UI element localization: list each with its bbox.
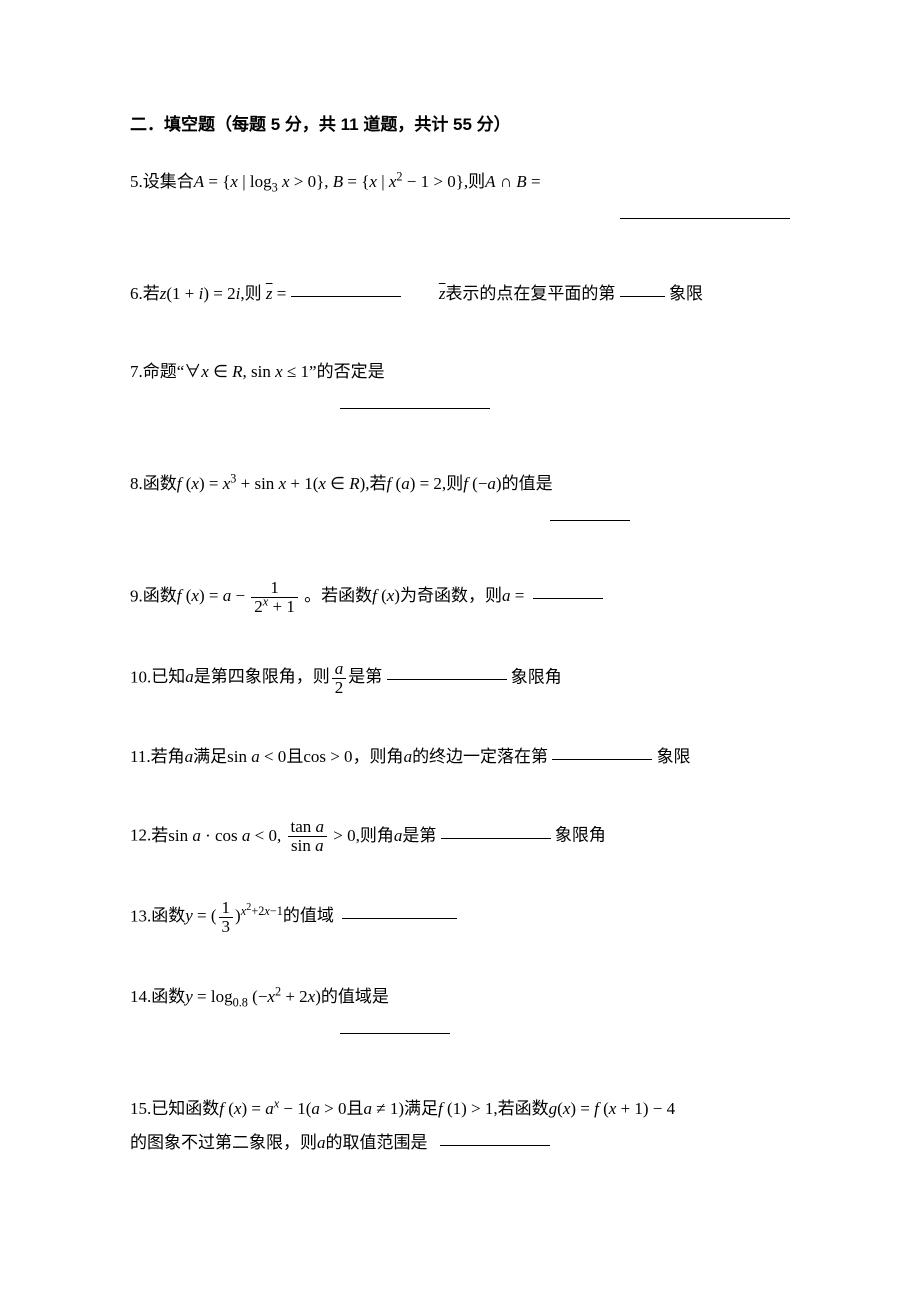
question-11: 11.若角a满足sin a < 0且cos > 0，则角a的终边一定落在第 象限: [130, 740, 790, 774]
question-6: 6.若z(1 + i) = 2i,则 z = z表示的点在复平面的第 象限: [130, 277, 790, 311]
q12-number: 12.: [130, 826, 151, 845]
q13-blank[interactable]: [342, 900, 457, 919]
q8-number: 8.: [130, 474, 143, 493]
q15-blank[interactable]: [440, 1127, 550, 1146]
q12-trailing: 象限角: [555, 826, 606, 845]
q13-number: 13.: [130, 906, 151, 925]
q9-number: 9.: [130, 586, 143, 605]
q10-text: 已知a是第四象限角，则a2是第: [151, 667, 382, 686]
q7-number: 7.: [130, 362, 143, 381]
question-12: 12.若sin a · cos a < 0, tan asin a > 0,则角…: [130, 818, 790, 855]
q6-text-a: 若z(1 + i) = 2i,则 z =: [143, 284, 287, 303]
q5-blank[interactable]: [620, 200, 790, 219]
question-7: 7.命题“∀x ∈ R, sin x ≤ 1”的否定是: [130, 355, 790, 423]
question-9: 9.函数f (x) = a − 12x + 1 。若函数f (x)为奇函数，则a…: [130, 579, 790, 616]
q5-number: 5.: [130, 172, 143, 191]
q9-text: 函数f (x) = a − 12x + 1 。若函数f (x)为奇函数，则a =: [143, 586, 525, 605]
q12-blank[interactable]: [441, 820, 551, 839]
q14-text: 函数y = log0.8 (−x2 + 2x)的值域是: [151, 987, 389, 1006]
q6-blank-2[interactable]: [620, 278, 665, 297]
question-5: 5.设集合A = {x | log3 x > 0}, B = {x | x2 −…: [130, 165, 790, 233]
q5-text: 设集合A = {x | log3 x > 0}, B = {x | x2 − 1…: [143, 172, 541, 191]
q8-text: 函数f (x) = x3 + sin x + 1(x ∈ R),若f (a) =…: [143, 474, 553, 493]
q9-blank[interactable]: [533, 580, 603, 599]
question-15: 15.已知函数f (x) = ax − 1(a > 0且a ≠ 1)满足f (1…: [130, 1092, 790, 1160]
question-14: 14.函数y = log0.8 (−x2 + 2x)的值域是: [130, 980, 790, 1048]
q11-number: 11.: [130, 747, 151, 766]
q15-line2: 的图象不过第二象限，则a的取值范围是: [130, 1133, 428, 1152]
q10-number: 10.: [130, 667, 151, 686]
q6-trailing: 象限: [669, 284, 703, 303]
q11-blank[interactable]: [552, 742, 652, 761]
question-10: 10.已知a是第四象限角，则a2是第 象限角: [130, 660, 790, 697]
q14-number: 14.: [130, 987, 151, 1006]
q6-number: 6.: [130, 284, 143, 303]
q10-blank[interactable]: [387, 661, 507, 680]
q8-blank[interactable]: [550, 502, 630, 521]
q15-number: 15.: [130, 1099, 151, 1118]
q11-trailing: 象限: [657, 747, 691, 766]
q10-trailing: 象限角: [511, 667, 562, 686]
section-title: 二．填空题（每题 5 分，共 11 道题，共计 55 分）: [130, 110, 790, 135]
q7-blank[interactable]: [340, 390, 490, 409]
q7-text: 命题“∀x ∈ R, sin x ≤ 1”的否定是: [143, 362, 385, 381]
q6-text-b: z表示的点在复平面的第: [439, 284, 616, 303]
q12-text: 若sin a · cos a < 0, tan asin a > 0,则角a是第: [151, 826, 436, 845]
question-8: 8.函数f (x) = x3 + sin x + 1(x ∈ R),若f (a)…: [130, 467, 790, 535]
q15-line1: 已知函数f (x) = ax − 1(a > 0且a ≠ 1)满足f (1) >…: [151, 1099, 675, 1118]
q14-blank[interactable]: [340, 1015, 450, 1034]
q11-text: 若角a满足sin a < 0且cos > 0，则角a的终边一定落在第: [151, 747, 548, 766]
q6-blank-1[interactable]: [291, 278, 401, 297]
q13-text: 函数y = (13)x2+2x−1的值域: [151, 906, 334, 925]
question-13: 13.函数y = (13)x2+2x−1的值域: [130, 899, 790, 936]
